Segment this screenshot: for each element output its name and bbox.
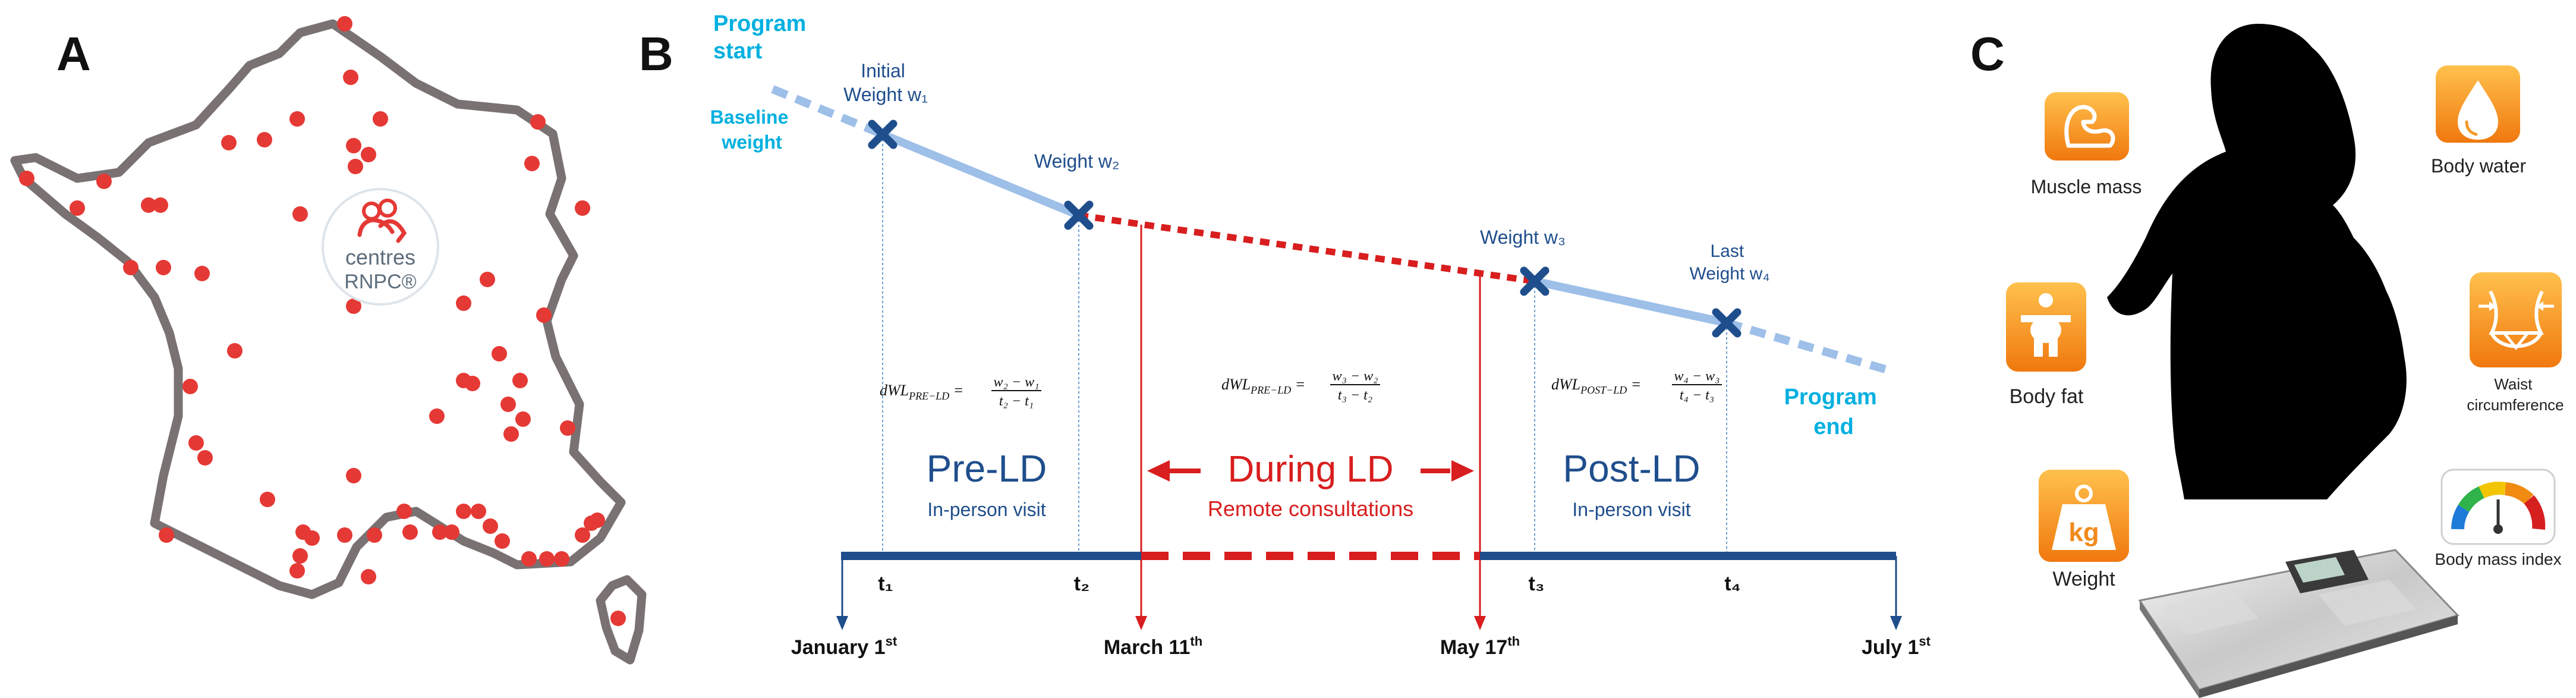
kg-text: kg [2068, 518, 2099, 547]
svg-text:t₂ − t₁: t₂ − t₁ [999, 394, 1034, 409]
person-silhouette [2107, 24, 2407, 499]
waist-icon [2470, 272, 2562, 367]
pre-ld-trend-line [881, 130, 1081, 219]
svg-text:w₂ − w₁: w₂ − w₁ [994, 375, 1040, 390]
weight-w2-label: Weight w₂ [1034, 150, 1119, 172]
last-weight-label: Last Weight w₄ [1689, 241, 1769, 284]
date-may-17: May 17th [1440, 634, 1520, 659]
weight-markers [868, 120, 1742, 338]
during-ld-label-overlay: During LD [1227, 449, 1393, 490]
post-program-dashed-line [1725, 319, 1888, 374]
muscle-icon [2045, 92, 2129, 161]
weight-w3-label: Weight w₃ [1480, 227, 1566, 248]
svg-text:t₃ − t₂: t₃ − t₂ [1338, 388, 1372, 403]
tick-t3: t₃ [1528, 573, 1544, 595]
bmi-label: Body mass index [2435, 550, 2561, 568]
panel-c: C Muscle mass Body water [1970, 24, 2564, 698]
post-ld-sublabel: In-person visit [1572, 499, 1690, 520]
panel-c-letter: C [1970, 27, 2005, 80]
water-drop-icon [2436, 65, 2520, 143]
centre-dots [19, 16, 626, 626]
during-ld-sublabel: Remote consultations [1208, 496, 1413, 521]
date-jul-1: July 1st [1862, 634, 1931, 659]
rnpc-logo: centres RNPC® [322, 188, 439, 306]
france-map-outline [10, 19, 626, 599]
pre-ld-sublabel: In-person visit [927, 499, 1045, 520]
marker-w3 [1520, 266, 1550, 296]
svg-text:t₄ − t₃: t₄ − t₃ [1680, 388, 1714, 403]
logo-text-rnpc: RNPC® [344, 271, 416, 293]
tick-t4: t₄ [1724, 573, 1741, 595]
marker-w2 [1064, 200, 1094, 230]
post-ld-trend-line [1533, 277, 1728, 327]
baseline-weight-label: Baseline weight [710, 106, 794, 153]
formula-pre-ld: dWLPRE−LD = w₂ − w₁ t₂ − t₁ [880, 375, 1041, 409]
formula-during-ld: dWLPRE−LD = w₃ − w₂ t₃ − t₂ [1221, 369, 1380, 403]
muscle-mass-label: Muscle mass [2031, 176, 2142, 197]
svg-text:w₃ − w₂: w₃ − w₂ [1333, 369, 1378, 384]
panel-a-letter: A [56, 27, 91, 80]
date-mar-11: March 11th [1104, 634, 1202, 659]
svg-text:dWLPRE−LD =: dWLPRE−LD = [1221, 376, 1305, 396]
post-ld-label: Post-LD [1563, 447, 1700, 490]
initial-weight-label: Initial Weight w₁ [843, 60, 928, 105]
body-fat-label: Body fat [2010, 385, 2084, 408]
waist-circumference-label: Waist circumference [2467, 375, 2564, 414]
panel-a: A [10, 16, 647, 665]
body-fat-icon [2006, 282, 2086, 372]
marker-w1 [868, 120, 897, 149]
timeline [836, 552, 1902, 630]
pre-program-dashed-line [771, 85, 884, 139]
bathroom-scale [2138, 549, 2460, 698]
svg-text:dWLPOST−LD =: dWLPOST−LD = [1551, 376, 1641, 396]
svg-text:dWLPRE−LD =: dWLPRE−LD = [880, 382, 963, 402]
pre-ld-label: Pre-LD [927, 447, 1047, 490]
body-water-label: Body water [2431, 155, 2526, 177]
logo-text-centres: centres [345, 245, 415, 269]
marker-w4 [1712, 308, 1742, 338]
tick-t2: t₂ [1074, 573, 1089, 595]
weight-label: Weight [2052, 568, 2115, 590]
program-end-label: Program end [1784, 385, 1884, 439]
panel-b: B Program start Baseline weight [639, 11, 1931, 659]
svg-text:w₄ − w₃: w₄ − w₃ [1674, 369, 1720, 384]
tick-t1: t₁ [878, 573, 893, 595]
weight-kg-icon: kg [2039, 470, 2129, 562]
formula-post-ld: dWLPOST−LD = w₄ − w₃ t₄ − t₃ [1551, 369, 1722, 403]
during-ld-trend-line [1078, 212, 1535, 285]
panel-b-letter: B [639, 27, 673, 80]
during-ld-arrow [1147, 447, 1474, 493]
corsica-outline [596, 575, 647, 665]
bmi-gauge-icon [2440, 469, 2556, 545]
date-jan-1: January 1st [791, 634, 897, 659]
program-start-label: Program start [713, 11, 813, 64]
